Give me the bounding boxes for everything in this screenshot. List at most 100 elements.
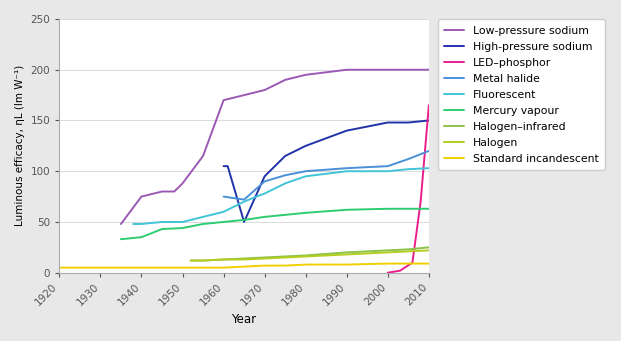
X-axis label: Year: Year: [232, 313, 256, 326]
Mercury vapour: [425, 207, 433, 211]
Low-pressure sodium: [240, 93, 248, 97]
Standard incandescent: [343, 263, 350, 267]
LED–phosphor: [417, 199, 424, 204]
High-pressure sodium: [281, 154, 289, 158]
Fluorescent: [302, 174, 309, 178]
Halogen–infrared: [220, 257, 227, 262]
Halogen–infrared: [281, 254, 289, 258]
Halogen: [220, 257, 227, 262]
Halogen–infrared: [405, 247, 412, 251]
Standard incandescent: [97, 266, 104, 270]
Metal halide: [240, 197, 248, 202]
High-pressure sodium: [343, 129, 350, 133]
Mercury vapour: [158, 227, 166, 231]
Fluorescent: [240, 199, 248, 204]
Fluorescent: [199, 215, 207, 219]
Halogen: [240, 257, 248, 262]
LED–phosphor: [384, 271, 391, 275]
Mercury vapour: [179, 226, 186, 230]
High-pressure sodium: [240, 220, 248, 224]
Mercury vapour: [117, 237, 125, 241]
Halogen: [405, 249, 412, 253]
Low-pressure sodium: [171, 190, 178, 194]
Fluorescent: [138, 222, 145, 226]
Low-pressure sodium: [179, 181, 186, 186]
Standard incandescent: [384, 262, 391, 266]
Mercury vapour: [199, 222, 207, 226]
High-pressure sodium: [302, 144, 309, 148]
Low-pressure sodium: [117, 222, 125, 226]
Standard incandescent: [117, 266, 125, 270]
Halogen: [384, 250, 391, 254]
Metal halide: [425, 149, 433, 153]
Low-pressure sodium: [158, 190, 166, 194]
Low-pressure sodium: [199, 154, 207, 158]
Standard incandescent: [425, 262, 433, 266]
Halogen–infrared: [425, 245, 433, 249]
Line: Standard incandescent: Standard incandescent: [60, 264, 429, 268]
Fluorescent: [261, 192, 268, 196]
Line: Metal halide: Metal halide: [224, 151, 429, 199]
Fluorescent: [158, 220, 166, 224]
Metal halide: [261, 179, 268, 183]
Line: LED–phosphor: LED–phosphor: [388, 105, 429, 273]
Metal halide: [405, 157, 412, 161]
Line: High-pressure sodium: High-pressure sodium: [224, 120, 429, 222]
Metal halide: [220, 195, 227, 199]
Low-pressure sodium: [384, 68, 391, 72]
Mercury vapour: [261, 215, 268, 219]
Halogen: [343, 252, 350, 256]
Mercury vapour: [220, 220, 227, 224]
Metal halide: [384, 164, 391, 168]
Line: Fluorescent: Fluorescent: [134, 168, 429, 224]
Halogen–infrared: [187, 258, 194, 263]
LED–phosphor: [425, 103, 433, 107]
Halogen–infrared: [240, 256, 248, 261]
Low-pressure sodium: [343, 68, 350, 72]
Standard incandescent: [138, 266, 145, 270]
High-pressure sodium: [425, 118, 433, 122]
Metal halide: [343, 166, 350, 170]
Halogen–infrared: [384, 248, 391, 252]
Halogen: [425, 248, 433, 252]
High-pressure sodium: [261, 174, 268, 178]
Halogen: [302, 254, 309, 258]
Fluorescent: [179, 220, 186, 224]
Fluorescent: [384, 169, 391, 173]
Low-pressure sodium: [220, 98, 227, 102]
Metal halide: [302, 169, 309, 173]
Fluorescent: [220, 210, 227, 214]
Y-axis label: Luminous efficacy, ηL (lm W⁻¹): Luminous efficacy, ηL (lm W⁻¹): [15, 65, 25, 226]
Standard incandescent: [220, 266, 227, 270]
Standard incandescent: [179, 266, 186, 270]
Mercury vapour: [384, 207, 391, 211]
Halogen: [187, 258, 194, 263]
Halogen–infrared: [302, 253, 309, 257]
Fluorescent: [281, 181, 289, 186]
Low-pressure sodium: [302, 73, 309, 77]
Halogen–infrared: [343, 250, 350, 254]
LED–phosphor: [396, 269, 404, 273]
Standard incandescent: [199, 266, 207, 270]
Standard incandescent: [281, 264, 289, 268]
Line: Halogen–infrared: Halogen–infrared: [191, 247, 429, 261]
High-pressure sodium: [384, 120, 391, 124]
Line: Mercury vapour: Mercury vapour: [121, 209, 429, 239]
Halogen: [281, 255, 289, 260]
Low-pressure sodium: [425, 68, 433, 72]
Halogen–infrared: [261, 255, 268, 260]
Mercury vapour: [302, 211, 309, 215]
Fluorescent: [425, 166, 433, 170]
Standard incandescent: [302, 263, 309, 267]
Halogen–infrared: [199, 258, 207, 263]
Low-pressure sodium: [261, 88, 268, 92]
Fluorescent: [343, 169, 350, 173]
High-pressure sodium: [405, 120, 412, 124]
Mercury vapour: [343, 208, 350, 212]
Fluorescent: [130, 222, 137, 226]
LED–phosphor: [409, 261, 416, 265]
Standard incandescent: [240, 265, 248, 269]
Standard incandescent: [158, 266, 166, 270]
Line: Low-pressure sodium: Low-pressure sodium: [121, 70, 429, 224]
Legend: Low-pressure sodium, High-pressure sodium, LED–phosphor, Metal halide, Fluoresce: Low-pressure sodium, High-pressure sodiu…: [438, 19, 605, 170]
